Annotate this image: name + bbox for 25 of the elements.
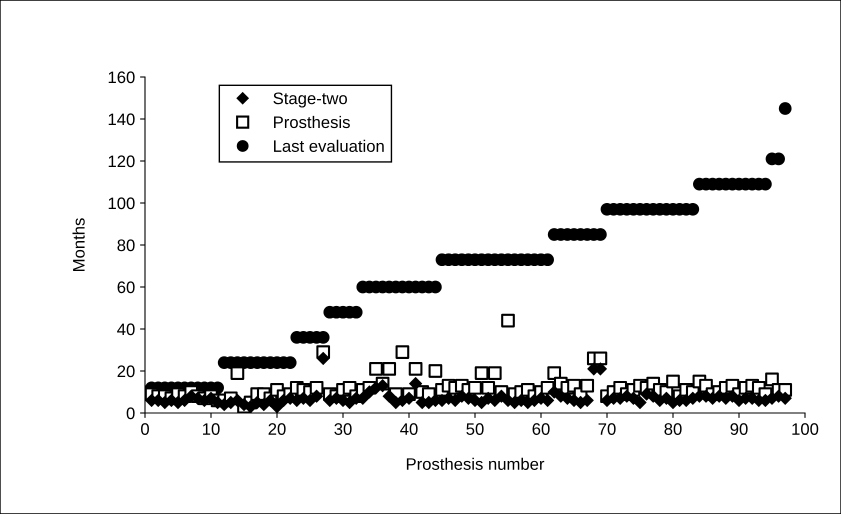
x-tick-label: 70 — [598, 423, 616, 435]
legend-label: Last evaluation — [274, 140, 384, 152]
x-tick-label: 90 — [730, 423, 748, 435]
y-tick-label: 40 — [117, 323, 135, 336]
y-tick-label: 20 — [118, 365, 135, 378]
y-tick-label: 80 — [117, 239, 135, 252]
y-tick-label: 120 — [108, 155, 135, 168]
x-tick-label: 20 — [268, 423, 286, 435]
y-tick-label: 0 — [126, 407, 135, 420]
legend-label: Prosthesis — [274, 116, 350, 128]
x-tick-label: 50 — [466, 423, 484, 435]
y-axis-title: Months — [72, 218, 85, 271]
x-tick-label: 40 — [400, 423, 418, 435]
y-tick-label: 100 — [108, 197, 135, 210]
x-axis-title: Prosthesis number — [406, 458, 544, 470]
x-tick-label: 100 — [792, 423, 818, 435]
y-tick-label: 60 — [118, 281, 135, 294]
y-tick-label: 140 — [108, 113, 135, 126]
x-tick-label: 30 — [334, 423, 352, 435]
legend-label: Stage-two — [273, 92, 348, 108]
y-tick-label: 160 — [108, 71, 135, 84]
x-tick-label: 60 — [532, 423, 550, 435]
x-tick-label: 0 — [141, 423, 149, 435]
x-tick-label: 10 — [203, 423, 220, 435]
x-tick-label: 80 — [664, 423, 682, 435]
